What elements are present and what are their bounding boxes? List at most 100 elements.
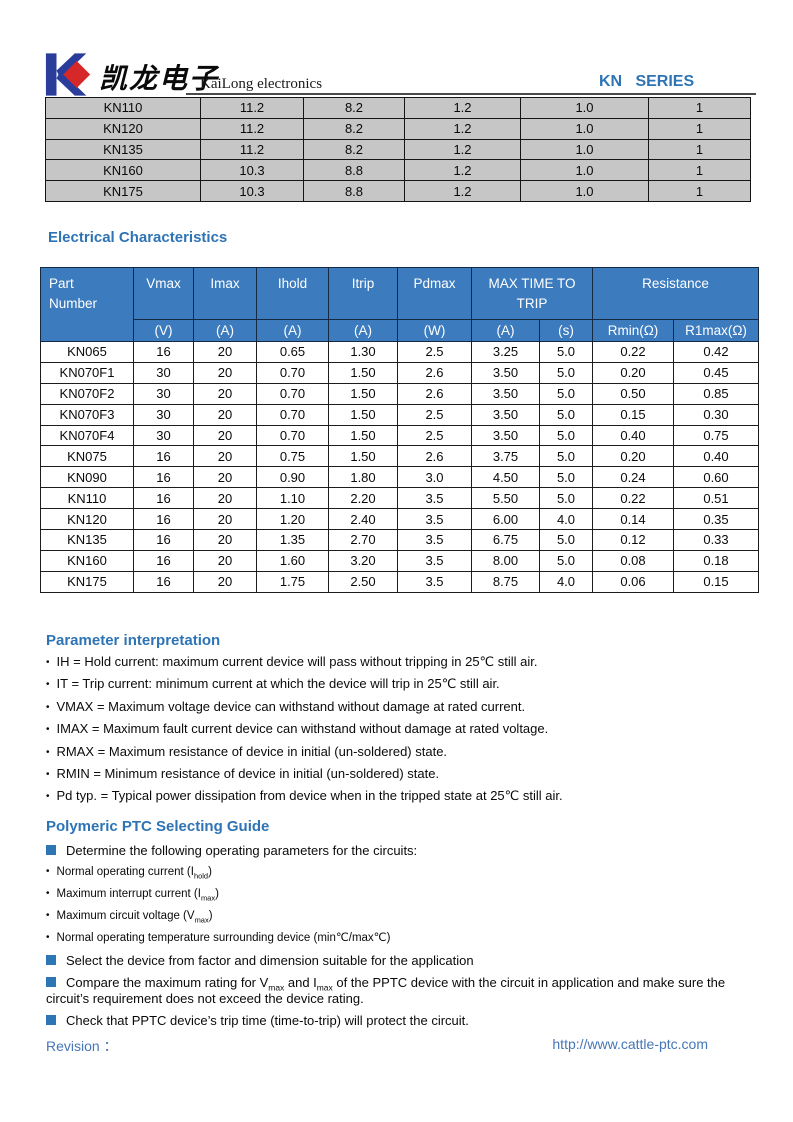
table-row: KN120 11.2 8.2 1.2 1.0 1 (45, 117, 751, 140)
parameter-item: • RMAX = Maximum resistance of device in … (46, 743, 448, 759)
table-cell: 1.50 (328, 382, 398, 405)
table-cell: 20 (193, 361, 257, 384)
table-cell: 5.0 (539, 361, 593, 384)
table-cell: 16 (133, 529, 194, 551)
table-cell: 20 (193, 508, 257, 531)
table-cell: 1.50 (328, 445, 398, 468)
table-cell: 1.2 (404, 117, 521, 140)
table-cell: 0.20 (592, 361, 674, 384)
table-cell: KN175 (40, 570, 134, 593)
dot-bullet-icon: • (46, 910, 50, 921)
square-bullet-icon (46, 1015, 56, 1025)
kailong-logo-icon (45, 53, 91, 96)
table-cell: 20 (193, 445, 257, 468)
table-cell: 8.8 (303, 159, 405, 182)
unit-header-a1: (A) (193, 319, 257, 342)
table-cell: 3.50 (471, 382, 540, 405)
section-title-electrical: Electrical Characteristics (48, 229, 228, 246)
table-cell: 1.50 (328, 361, 398, 384)
parameter-item: • IMAX = Maximum fault current device can… (46, 721, 549, 737)
table-row: KN070F3 30 20 0.70 1.50 2.5 3.50 5.0 0.15 0.30 (40, 403, 760, 426)
table-cell: 1 (648, 138, 751, 161)
table-cell: 30 (133, 424, 194, 447)
table-cell: 8.2 (303, 97, 405, 119)
table-cell: 5.0 (539, 487, 593, 510)
table-cell: 0.06 (592, 570, 674, 593)
table-cell: 2.5 (397, 424, 472, 447)
dimensions-table-continued: KN110 11.2 8.2 1.2 1.0 1 KN120 11.2 8.2 1.2 1.0 1 KN… (45, 97, 751, 202)
table-cell: 0.75 (672, 424, 760, 447)
dot-bullet-icon: • (46, 746, 50, 758)
table-cell: 8.00 (471, 549, 540, 572)
dot-bullet-icon: • (46, 866, 50, 877)
table-cell: 20 (193, 424, 257, 447)
table-cell: KN070F2 (40, 382, 134, 405)
table-cell: 1 (648, 97, 751, 119)
table-cell: 8.2 (303, 117, 405, 140)
table-cell: 20 (193, 570, 257, 593)
table-row: KN090 16 20 0.90 1.80 3.0 4.50 5.0 0.24 0.60 (40, 466, 760, 489)
table-row: KN135 11.2 8.2 1.2 1.0 1 (45, 138, 751, 161)
dot-bullet-icon: • (46, 657, 50, 668)
table-row: KN070F1 30 20 0.70 1.50 2.6 3.50 5.0 0.20 0.45 (40, 361, 760, 384)
table-cell: 3.50 (471, 424, 540, 447)
table-cell: KN160 (40, 549, 134, 572)
table-row: KN070F4 30 20 0.70 1.50 2.5 3.50 5.0 0.40 0.75 (40, 424, 760, 447)
table-cell: 16 (133, 341, 194, 363)
table-cell: 4.0 (539, 570, 593, 593)
table-cell: 1.2 (404, 97, 521, 119)
table-cell: 2.6 (397, 382, 472, 405)
table-cell: 20 (193, 529, 257, 551)
table-cell: 1.20 (256, 508, 329, 531)
guide-item: • Maximum interrupt current (Imax) (46, 888, 219, 903)
parameter-item: • VMAX = Maximum voltage device can withs… (46, 698, 526, 714)
table-cell: KN070F4 (40, 424, 134, 447)
table-cell: 0.85 (672, 382, 760, 405)
table-cell: 1.2 (404, 180, 521, 202)
dot-bullet-icon: • (46, 724, 50, 736)
table-cell: 2.50 (328, 570, 398, 593)
parameter-item: • RMIN = Minimum resistance of device in … (46, 765, 440, 781)
table-row: KN135 16 20 1.35 2.70 3.5 6.75 5.0 0.12 0.33 (40, 529, 760, 551)
table-cell: 11.2 (200, 97, 304, 119)
table-cell: 30 (133, 403, 194, 426)
col-header-imax: Imax (193, 267, 257, 320)
table-cell: 6.00 (471, 508, 540, 531)
parameter-list: • IH = Hold current: maximum current devi… (46, 655, 758, 812)
unit-header-v: (V) (133, 319, 194, 342)
guide-item: • Normal operating current (Ihold) (46, 866, 212, 881)
website-link[interactable]: http://www.cattle-ptc.com (552, 1036, 708, 1052)
table-cell: 1.0 (520, 117, 649, 140)
series-label: KN SERIES (599, 73, 695, 90)
table-row: KN070F2 30 20 0.70 1.50 2.6 3.50 5.0 0.50 0.85 (40, 382, 760, 405)
table-cell: KN175 (45, 180, 201, 202)
logo-chinese-text: 凯龙电子 (99, 62, 220, 95)
unit-header-w: (W) (397, 319, 472, 342)
table-cell: 0.18 (672, 549, 760, 572)
table-cell: 5.0 (539, 529, 593, 551)
col-header-max-time-to-trip: MAX TIME TO TRIP (471, 267, 593, 320)
table-cell: 0.75 (256, 445, 329, 468)
col-header-resistance: Resistance (591, 267, 760, 320)
table-cell: 5.0 (539, 403, 593, 426)
table-cell: 5.0 (539, 382, 593, 405)
table-cell: 20 (193, 549, 257, 572)
table-row: KN175 16 20 1.75 2.50 3.5 8.75 4.0 0.06 0.15 (40, 570, 760, 593)
guide-item: Select the device from factor and dimens… (46, 953, 762, 969)
table-cell: 20 (193, 403, 257, 426)
table-cell: 16 (133, 508, 194, 531)
table-cell: 11.2 (200, 117, 304, 140)
table-cell: 20 (193, 487, 257, 510)
col-header-ihold: Ihold (256, 267, 329, 320)
table-cell: KN075 (40, 445, 134, 468)
table-cell: 4.0 (539, 508, 593, 531)
table-cell: 0.42 (672, 341, 760, 363)
table-cell: KN135 (45, 138, 201, 161)
table-cell: KN065 (40, 341, 134, 363)
table-cell: 1.50 (328, 403, 398, 426)
table-cell: 3.5 (397, 570, 472, 593)
table-cell: 1.2 (404, 159, 521, 182)
table-row: KN110 11.2 8.2 1.2 1.0 1 (45, 97, 751, 119)
table-cell: 5.0 (539, 466, 593, 489)
table-cell: 1 (648, 159, 751, 182)
